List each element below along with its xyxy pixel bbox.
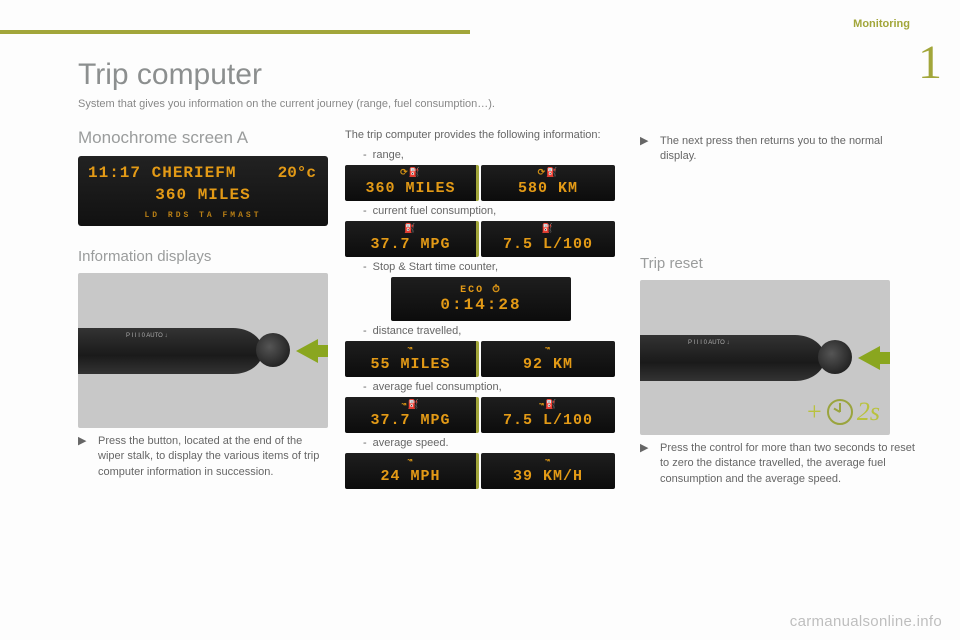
reset-bullet: ▶ Press the control for more than two se…	[640, 441, 920, 487]
fuel-icon: ⛽	[345, 224, 476, 234]
page-number: 1	[918, 35, 942, 90]
label-cfc: -current fuel consumption,	[363, 205, 617, 217]
lcd-afc: ↝⛽37.7 MPG ↝⛽7.5 L/100	[345, 397, 617, 433]
monochrome-screen-panel: 11:17 CHERIEFM 20°c 360 MILES LD RDS TA …	[78, 156, 328, 226]
avg-fuel-icon: ↝⛽	[481, 400, 615, 410]
header-accent-bar	[0, 30, 470, 34]
lcd-cfc: ⛽37.7 MPG ⛽7.5 L/100	[345, 221, 617, 257]
watermark: carmanualsonline.info	[790, 613, 942, 630]
info-displays-heading: Information displays	[78, 248, 328, 265]
trip-reset-heading: Trip reset	[640, 255, 920, 272]
range-icon: ⟳⛽	[345, 168, 476, 178]
clock-icon	[827, 399, 853, 425]
bullet-icon: ▶	[640, 441, 652, 487]
mono-line-1: 11:17 CHERIEFM	[88, 164, 236, 182]
bullet-icon: ▶	[78, 434, 90, 480]
range-icon: ⟳⛽	[481, 168, 615, 178]
plus-icon: +	[805, 397, 823, 427]
stalk-body	[640, 335, 825, 381]
eco-time: 0:14:28	[440, 296, 521, 314]
reset-bullet-text: Press the control for more than two seco…	[660, 441, 920, 487]
column-info-list: The trip computer provides the following…	[345, 128, 617, 491]
label-stopstart: -Stop & Start time counter,	[363, 261, 617, 273]
info-intro: The trip computer provides the following…	[345, 128, 617, 143]
lcd-range: ⟳⛽360 MILES ⟳⛽580 KM	[345, 165, 617, 201]
column-trip-reset: ▶ The next press then returns you to the…	[640, 128, 920, 487]
eco-label: ECO ⏱	[460, 284, 502, 296]
wiper-stalk-illustration: P I I I 0 AUTO ↓	[78, 273, 328, 428]
info-bullet-text: Press the button, located at the end of …	[98, 434, 328, 480]
lcd-dist-km: ↝92 KM	[481, 341, 615, 377]
label-dist: -distance travelled,	[363, 325, 617, 337]
mono-line-2: 360 MILES	[78, 186, 328, 204]
stalk-markings: P I I I 0 AUTO ↓	[688, 340, 729, 347]
column-monochrome: Monochrome screen A 11:17 CHERIEFM 20°c …	[78, 128, 328, 480]
two-seconds-text: 2s	[857, 397, 880, 427]
page-subtitle: System that gives you information on the…	[78, 98, 495, 110]
lcd-cfc-mpg: ⛽37.7 MPG	[345, 221, 479, 257]
bullet-icon: ▶	[640, 134, 652, 165]
lcd-range-miles: ⟳⛽360 MILES	[345, 165, 479, 201]
wiper-stalk-reset-illustration: P I I I 0 AUTO ↓ + 2s	[640, 280, 890, 435]
stalk-markings: P I I I 0 AUTO ↓	[126, 333, 167, 340]
speed-icon: ↝	[481, 456, 615, 466]
stalk-body	[78, 328, 263, 374]
distance-icon: ↝	[481, 344, 615, 354]
press-arrow-icon	[858, 346, 880, 370]
lcd-range-km: ⟳⛽580 KM	[481, 165, 615, 201]
label-speed: -average speed.	[363, 437, 617, 449]
fuel-icon: ⛽	[481, 224, 615, 234]
info-bullet: ▶ Press the button, located at the end o…	[78, 434, 328, 480]
section-label: Monitoring	[853, 18, 910, 30]
hold-2s-overlay: + 2s	[805, 397, 880, 427]
mono-temp: 20°c	[278, 164, 316, 182]
monochrome-heading: Monochrome screen A	[78, 128, 328, 148]
next-press-bullet: ▶ The next press then returns you to the…	[640, 134, 920, 165]
stalk-tip-button	[818, 340, 852, 374]
lcd-afc-mpg: ↝⛽37.7 MPG	[345, 397, 479, 433]
lcd-speed-kmh: ↝39 KM/H	[481, 453, 615, 489]
lcd-dist: ↝55 MILES ↝92 KM	[345, 341, 617, 377]
stalk-tip-button	[256, 333, 290, 367]
lcd-dist-miles: ↝55 MILES	[345, 341, 479, 377]
next-press-text: The next press then returns you to the n…	[660, 134, 920, 165]
lcd-stopstart: ECO ⏱ 0:14:28	[391, 277, 571, 321]
lcd-speed-mph: ↝24 MPH	[345, 453, 479, 489]
avg-fuel-icon: ↝⛽	[345, 400, 476, 410]
lcd-afc-l100: ↝⛽7.5 L/100	[481, 397, 615, 433]
lcd-cfc-l100: ⛽7.5 L/100	[481, 221, 615, 257]
press-arrow-icon	[296, 339, 318, 363]
distance-icon: ↝	[345, 344, 476, 354]
label-afc: -average fuel consumption,	[363, 381, 617, 393]
mono-status-row: LD RDS TA FMAST	[78, 211, 328, 220]
page-title: Trip computer	[78, 58, 262, 92]
label-range: -range,	[363, 149, 617, 161]
lcd-speed: ↝24 MPH ↝39 KM/H	[345, 453, 617, 489]
speed-icon: ↝	[345, 456, 476, 466]
